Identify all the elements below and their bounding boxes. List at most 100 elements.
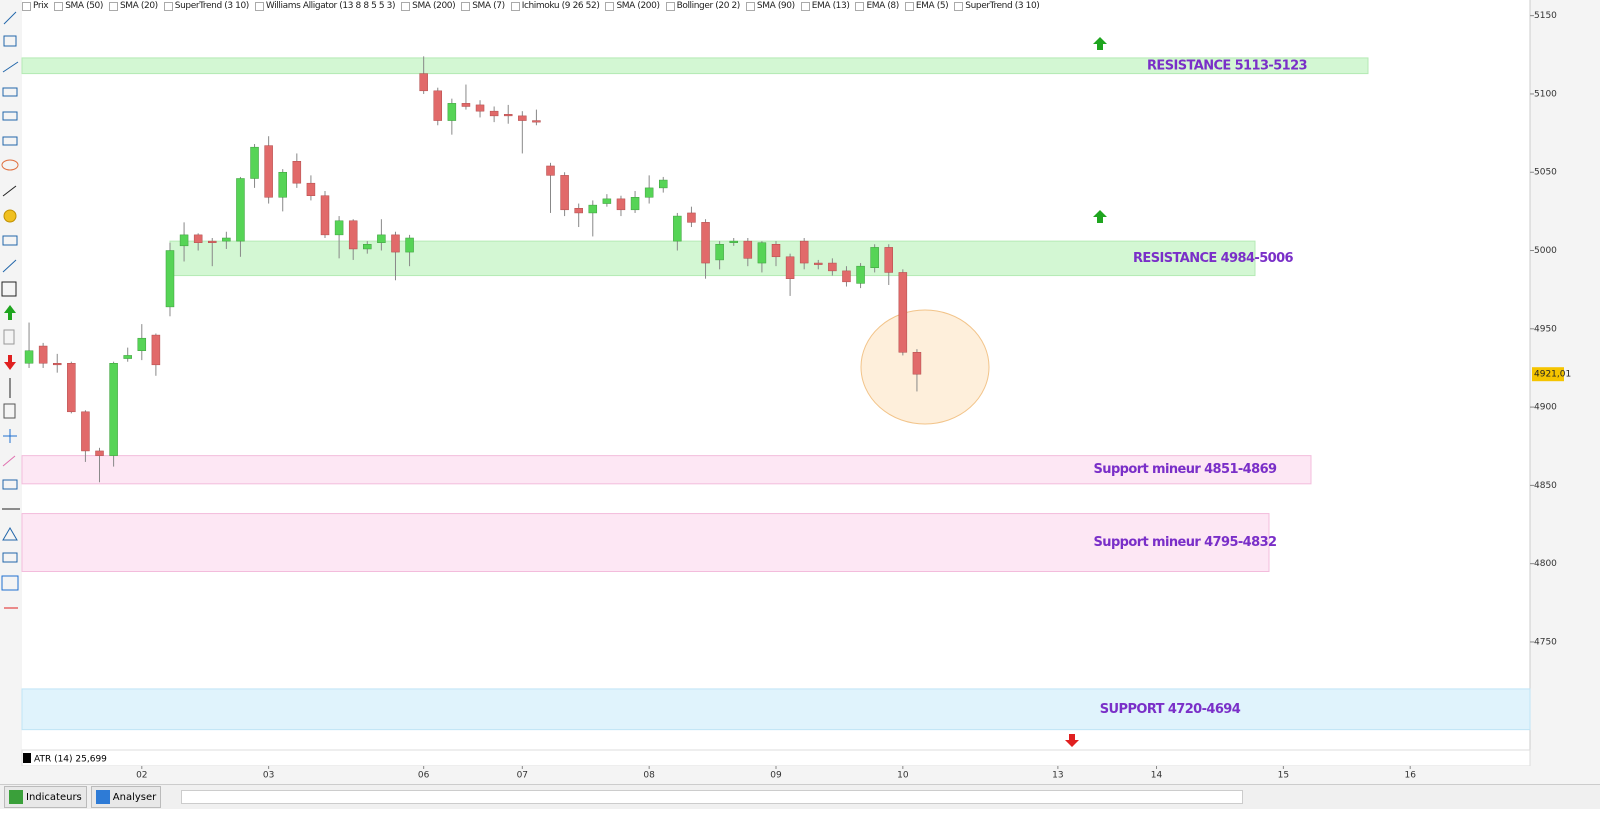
candle-body: [377, 234, 386, 243]
candle-body: [165, 250, 175, 308]
candle-body: [306, 182, 316, 196]
candle-body: [250, 146, 259, 179]
indicator-toggle[interactable]: Bollinger (20 2): [665, 1, 740, 11]
zone: [21, 688, 1531, 731]
analyze-button[interactable]: Analyser: [90, 786, 162, 808]
candle-body: [193, 234, 203, 243]
indicator-name: Prix: [33, 1, 49, 11]
indicator-toggle[interactable]: SMA (90): [745, 1, 795, 11]
candle-body: [278, 171, 287, 198]
candle-body: [67, 363, 76, 413]
candle-body: [673, 215, 682, 242]
candle-body: [616, 198, 626, 211]
checkbox[interactable]: [22, 1, 31, 11]
checkbox[interactable]: [254, 1, 264, 11]
candle-body: [644, 187, 654, 198]
candle-body: [419, 73, 428, 92]
highlight-circle: [860, 309, 990, 425]
left-tools[interactable]: [1, 11, 20, 609]
checkbox[interactable]: [605, 1, 615, 11]
candle-body: [574, 207, 583, 214]
indicator-toggle[interactable]: SMA (20): [108, 1, 158, 11]
checkbox[interactable]: [510, 1, 520, 11]
candle-body: [405, 237, 414, 253]
candle-body: [546, 165, 555, 176]
x-tick-label: 07: [517, 771, 528, 781]
checkbox[interactable]: [54, 1, 64, 11]
checkbox[interactable]: [461, 1, 471, 11]
indicator-toggle[interactable]: SuperTrend (3 10): [954, 1, 1040, 11]
checkbox[interactable]: [954, 1, 964, 11]
checkbox[interactable]: [904, 1, 914, 11]
checkbox[interactable]: [855, 1, 865, 11]
candle-body: [518, 115, 527, 121]
candle-body: [179, 234, 189, 247]
indicator-name: SMA (200): [616, 1, 660, 11]
indicator-name: SuperTrend (3 10): [174, 1, 250, 11]
y-tick-label: 4950: [1534, 324, 1557, 334]
zone: [21, 513, 1270, 573]
checkbox[interactable]: [108, 1, 118, 11]
checkbox[interactable]: [800, 1, 810, 11]
y-tick-label: 4800: [1534, 559, 1557, 569]
candle-body: [729, 240, 738, 243]
zone: [21, 455, 1312, 485]
candle-body: [264, 145, 273, 198]
candle-body: [137, 337, 147, 351]
indicator-toggle[interactable]: SMA (200): [605, 1, 660, 11]
x-tick-label: 06: [418, 771, 430, 781]
last-price-box: [1532, 367, 1564, 382]
candle-body: [447, 103, 457, 121]
candle-body: [38, 345, 48, 364]
indicator-toggle[interactable]: SMA (200): [401, 1, 456, 11]
candle-body: [743, 240, 753, 259]
candle-body: [799, 240, 809, 264]
candle-body: [320, 195, 330, 236]
indicator-toggle[interactable]: Williams Alligator (13 8 8 5 5 3): [254, 1, 396, 11]
candle-body: [757, 242, 767, 264]
candle-body: [602, 198, 612, 204]
checkbox[interactable]: [163, 1, 173, 11]
x-tick-label: 15: [1278, 771, 1289, 781]
candle-body: [687, 212, 696, 223]
candle-body: [701, 222, 710, 264]
indicator-toggle[interactable]: EMA (13): [800, 1, 850, 11]
indicator-toggle[interactable]: EMA (5): [904, 1, 949, 11]
atr-swatch: [23, 753, 31, 763]
indicator-toolbar: Prix SMA (50) SMA (20) SuperTrend (3 10) Wil…: [22, 0, 1045, 12]
indicator-toggle[interactable]: SMA (50): [54, 1, 103, 11]
indicators-button[interactable]: Indicateurs: [4, 786, 87, 808]
x-axis-bg: [0, 766, 1600, 784]
candle-body: [503, 114, 513, 117]
candle-body: [461, 103, 471, 107]
analyze-text: Analyser: [112, 791, 157, 803]
candle-body: [785, 256, 795, 279]
indicator-toggle[interactable]: Prix: [22, 1, 49, 11]
zone-label: Support mineur 4795-4832: [1094, 535, 1277, 550]
atr-label: ATR (14) 25,699: [34, 755, 107, 765]
candle-body: [842, 270, 851, 283]
y-tick-label: 4850: [1534, 481, 1557, 491]
candle-body: [222, 237, 231, 242]
y-tick-label: 5100: [1534, 89, 1557, 99]
candle-body: [236, 178, 245, 242]
checkbox[interactable]: [401, 1, 411, 11]
checkbox[interactable]: [745, 1, 755, 11]
zone: [21, 57, 1369, 75]
candle-body: [391, 234, 400, 253]
candle-body: [95, 450, 104, 456]
y-tick-label: 4900: [1534, 403, 1557, 413]
candle-body: [363, 244, 372, 250]
checkbox[interactable]: [665, 1, 675, 11]
indicator-name: SMA (20): [119, 1, 158, 11]
indicator-toggle[interactable]: SMA (7): [461, 1, 505, 11]
candle-body: [912, 352, 922, 375]
indicator-toggle[interactable]: EMA (8): [855, 1, 899, 11]
candle-body: [884, 247, 893, 273]
indicator-toggle[interactable]: Ichimoku (9 26 52): [510, 1, 600, 11]
scrollbar[interactable]: [181, 790, 1244, 804]
indicator-toggle[interactable]: SuperTrend (3 10): [163, 1, 250, 11]
candle-body: [898, 272, 908, 353]
indicator-name: EMA (5): [915, 1, 949, 11]
